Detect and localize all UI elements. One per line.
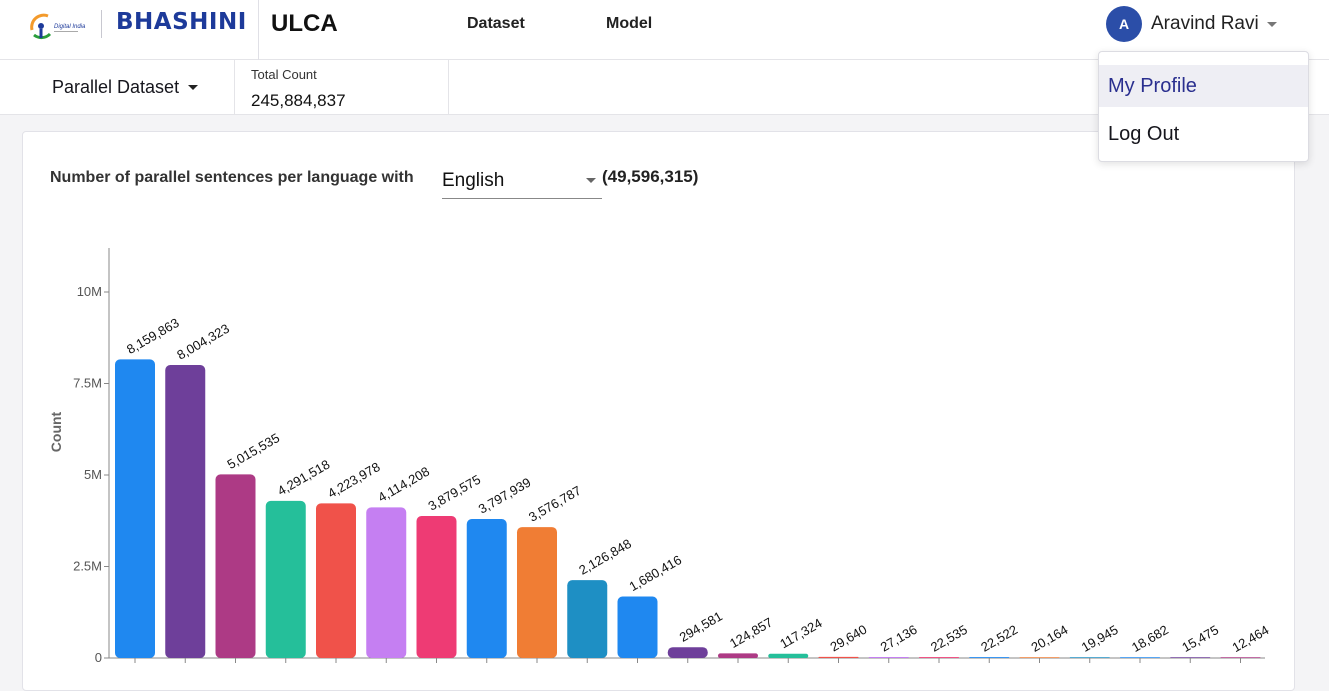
bar — [366, 507, 407, 658]
bar — [316, 503, 356, 658]
y-tick-label: 5M — [84, 467, 102, 482]
data-label: 12,464 — [1230, 622, 1272, 655]
user-dropdown-menu: My Profile Log Out — [1098, 51, 1309, 162]
bar — [818, 656, 859, 658]
data-label: 8,004,323 — [174, 321, 232, 363]
menu-item-log-out[interactable]: Log Out — [1108, 123, 1180, 145]
data-label: 3,879,575 — [426, 472, 484, 514]
bar — [517, 527, 557, 658]
y-tick-label: 10M — [77, 284, 102, 299]
chart-title: Number of parallel sentences per languag… — [50, 169, 414, 186]
bar — [1120, 657, 1160, 658]
y-axis-label: Count — [48, 411, 64, 452]
data-label: 294,581 — [677, 608, 725, 644]
nav-model[interactable]: Model — [606, 15, 653, 32]
bhashini-logo[interactable]: BHASHINI — [116, 9, 247, 35]
chevron-down-icon — [1266, 21, 1277, 27]
bar — [265, 500, 306, 658]
data-label: 29,640 — [828, 622, 870, 655]
user-name: Aravind Ravi — [1151, 13, 1259, 34]
data-label: 22,522 — [978, 622, 1020, 655]
dataset-type-label: Parallel Dataset — [52, 77, 180, 97]
bar — [1170, 657, 1211, 658]
data-label: 4,223,978 — [325, 459, 383, 501]
data-label: 117,324 — [777, 615, 824, 651]
bar — [1019, 657, 1060, 658]
data-label: 19,945 — [1079, 622, 1121, 655]
bar — [215, 474, 256, 658]
bar — [667, 647, 708, 658]
bar — [416, 516, 457, 658]
language-total: (49,596,315) — [602, 167, 699, 186]
data-label: 27,136 — [878, 622, 920, 655]
total-count-value: 245,884,837 — [251, 91, 346, 110]
data-label: 20,164 — [1029, 622, 1071, 655]
bar — [1220, 657, 1261, 658]
total-count-label: Total Count — [251, 67, 317, 82]
bar — [115, 359, 155, 658]
bar — [718, 653, 758, 658]
user-menu-button[interactable]: A Aravind Ravi — [1106, 6, 1277, 42]
bar — [617, 596, 658, 658]
header-divider — [258, 0, 259, 60]
data-label: 3,576,787 — [526, 483, 584, 525]
data-label: 15,475 — [1179, 622, 1221, 655]
bar — [466, 518, 507, 658]
data-label: 124,857 — [727, 615, 775, 651]
digital-india-logo[interactable]: Digital India — [28, 8, 88, 42]
language-select-value: English — [442, 170, 505, 191]
data-label: 22,535 — [928, 622, 970, 655]
data-label: 3,797,939 — [476, 475, 534, 517]
logo-divider — [101, 10, 102, 38]
bar — [969, 657, 1010, 658]
dataset-type-select[interactable]: Parallel Dataset — [52, 77, 199, 98]
y-tick-label: 2.5M — [73, 559, 102, 574]
menu-item-my-profile[interactable]: My Profile — [1099, 65, 1308, 107]
bar — [919, 657, 959, 658]
data-label: 4,291,518 — [275, 457, 333, 499]
data-label: 5,015,535 — [225, 430, 283, 472]
language-select[interactable]: English — [442, 166, 602, 199]
y-tick-label: 7.5M — [73, 376, 102, 391]
bar — [567, 580, 608, 658]
bar — [868, 657, 909, 658]
data-label: 4,114,208 — [375, 464, 432, 505]
y-tick-label: 0 — [95, 650, 102, 665]
data-label: 8,159,863 — [124, 315, 182, 357]
data-label: 1,680,416 — [627, 552, 685, 594]
chevron-down-icon — [586, 178, 596, 183]
chevron-down-icon — [188, 85, 199, 90]
nav-dataset[interactable]: Dataset — [467, 15, 525, 32]
top-navbar: Digital India BHASHINI ULCA Dataset Mode… — [0, 0, 1329, 60]
app-name[interactable]: ULCA — [271, 10, 338, 37]
data-label: 2,126,848 — [576, 536, 634, 578]
total-count-box: Total Count 245,884,837 — [234, 60, 449, 114]
data-label: 18,682 — [1129, 622, 1171, 655]
bar — [165, 365, 206, 658]
bar — [768, 653, 809, 658]
avatar: A — [1106, 6, 1142, 42]
svg-text:Digital India: Digital India — [54, 24, 86, 30]
bar — [1069, 657, 1110, 658]
